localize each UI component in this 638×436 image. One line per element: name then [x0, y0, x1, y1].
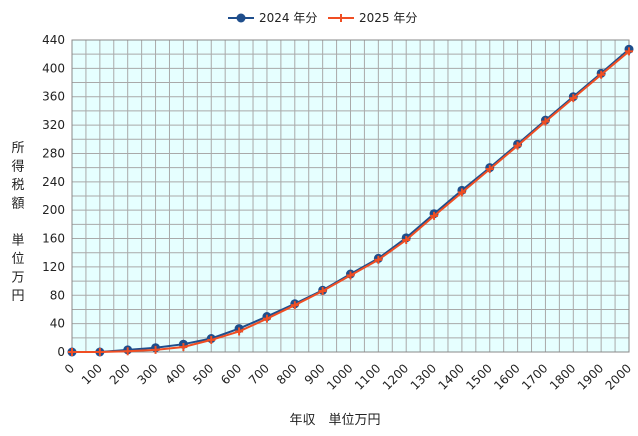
data-point	[179, 343, 188, 352]
x-tick-label: 100	[79, 361, 105, 387]
x-tick-label: 600	[218, 361, 244, 387]
x-tick-label: 200	[107, 361, 133, 387]
data-point	[430, 211, 439, 220]
x-tick-label: 1900	[575, 361, 606, 392]
data-point	[346, 271, 355, 280]
x-tick-label: 300	[135, 361, 161, 387]
y-axis-label-char: 位	[11, 252, 24, 267]
x-tick-label: 400	[162, 361, 188, 387]
x-tick-label: 1300	[408, 361, 439, 392]
legend-label: 2025 年分	[359, 11, 417, 25]
x-tick-label: 500	[190, 361, 216, 387]
legend-label: 2024 年分	[259, 11, 317, 25]
y-axis-label-char: 円	[11, 289, 24, 304]
series-lines	[67, 44, 634, 357]
data-point	[262, 314, 271, 323]
x-tick-label: 1000	[324, 361, 355, 392]
data-point	[625, 47, 633, 56]
data-point	[235, 327, 244, 336]
data-point	[541, 117, 550, 126]
data-point	[402, 235, 411, 244]
y-axis-label-char: 得	[11, 159, 24, 175]
x-tick-label: 1200	[380, 361, 411, 392]
x-tick-label: 800	[274, 361, 300, 387]
x-tick-label: 1100	[352, 361, 383, 392]
data-point	[457, 188, 466, 197]
data-point	[151, 345, 160, 354]
x-tick-label: 1600	[491, 361, 522, 392]
data-point	[123, 347, 132, 356]
data-point	[597, 70, 606, 79]
x-tick-label: 1400	[436, 361, 467, 392]
data-point	[290, 301, 299, 310]
y-tick-label: 440	[42, 33, 65, 47]
y-tick-label: 80	[50, 288, 65, 302]
y-axis-label-char: 額	[11, 197, 24, 212]
x-tick-label: 1500	[463, 361, 494, 392]
legend-marker	[236, 13, 246, 23]
y-tick-label: 200	[42, 203, 65, 217]
y-tick-label: 0	[57, 345, 65, 359]
data-point	[374, 255, 383, 264]
x-tick-label: 1800	[547, 361, 578, 392]
x-tick-labels: 0 100 200 300 400 500 600 700 800 900100011001200…	[62, 361, 634, 392]
y-tick-label: 240	[42, 175, 65, 189]
data-point	[68, 348, 76, 356]
data-point	[569, 94, 578, 103]
data-point	[485, 165, 494, 174]
x-axis-label: 年収 単位万円	[289, 412, 380, 428]
y-tick-label: 280	[42, 146, 65, 160]
y-axis-label-char: 税	[11, 178, 24, 193]
x-tick-label: 2000	[603, 361, 634, 392]
x-tick-label: 700	[246, 361, 272, 387]
legend: 2024 年分 2025 年分	[228, 11, 417, 25]
y-axis-label-char: 単	[11, 233, 24, 249]
y-tick-label: 160	[42, 232, 65, 246]
y-tick-label: 320	[42, 118, 65, 132]
data-point	[207, 335, 216, 344]
plot-border	[71, 39, 630, 353]
y-tick-labels: 0 40 80 120 160 200 240 280 320 360 400 440	[42, 33, 65, 359]
grid	[71, 39, 630, 353]
y-tick-label: 40	[50, 317, 65, 331]
data-point	[95, 348, 104, 356]
x-tick-label: 1700	[519, 361, 550, 392]
y-axis-label-char: 所	[11, 141, 24, 156]
y-tick-label: 360	[42, 90, 65, 104]
y-tick-label: 400	[42, 61, 65, 75]
y-axis-label-char: 万	[11, 271, 24, 286]
y-tick-label: 120	[42, 260, 65, 274]
data-point	[318, 287, 327, 296]
x-tick-label: 0	[62, 361, 77, 376]
data-point	[513, 141, 522, 150]
